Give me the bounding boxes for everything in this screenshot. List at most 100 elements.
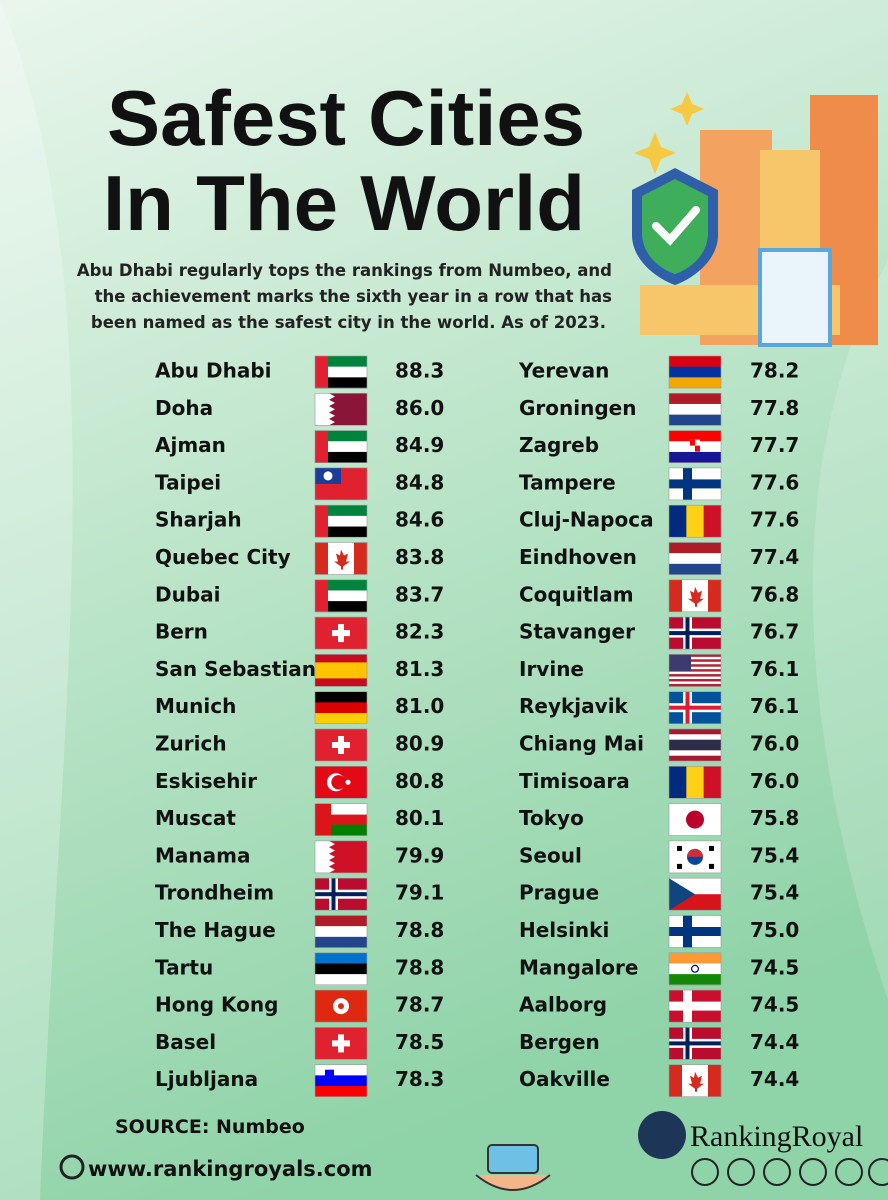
city-name: Timisoara	[519, 769, 630, 793]
flag-part	[669, 679, 721, 682]
flag-part	[682, 579, 696, 612]
social-icon[interactable]	[799, 1158, 827, 1186]
social-icon[interactable]	[691, 1158, 719, 1186]
globe-icon	[59, 1154, 85, 1180]
source: SOURCE: Numbeo	[115, 1116, 305, 1138]
ranking-row: Doha 86.0	[155, 392, 444, 426]
flag	[314, 542, 368, 575]
flag-part	[669, 563, 721, 575]
score: 80.1	[395, 806, 444, 830]
flag-part	[686, 810, 704, 829]
flag-part	[669, 1041, 721, 1046]
logo-hands	[475, 1174, 551, 1191]
score: 76.8	[750, 582, 799, 606]
flag-part	[315, 952, 367, 964]
flag	[314, 1064, 368, 1097]
flag-part	[315, 926, 367, 938]
city-name: Tokyo	[519, 806, 584, 830]
score: 81.3	[395, 657, 444, 681]
flag-border	[314, 915, 368, 948]
city-name: Quebec City	[155, 545, 291, 569]
ranking-row: Eskisehir 80.8	[155, 765, 444, 799]
flag-part	[690, 439, 695, 446]
social-icon[interactable]	[868, 1158, 888, 1186]
flag-border	[314, 840, 368, 874]
website[interactable]: www.rankingroyals.com	[88, 1157, 373, 1181]
sparkle	[670, 92, 704, 126]
score: 78.5	[395, 1030, 444, 1054]
flag-part	[315, 430, 367, 442]
flag-part	[334, 549, 350, 570]
city-name: Hong Kong	[155, 993, 278, 1017]
ranking-row: Abu Dhabi 88.3	[155, 355, 444, 389]
flag-border	[668, 467, 722, 501]
ranking-row: Groningen 77.8	[519, 392, 799, 426]
flag-border	[314, 654, 368, 687]
flag-border	[314, 1064, 368, 1097]
ranking-row: The Hague 78.8	[155, 915, 444, 948]
flag-part	[315, 963, 367, 975]
flag	[314, 504, 368, 538]
ranking-row: Reykjavik 76.1	[519, 691, 799, 725]
flag-part	[315, 1064, 367, 1076]
flag-part	[669, 654, 691, 672]
score: 84.9	[395, 433, 444, 457]
flag-border	[668, 616, 722, 650]
flag-border	[668, 989, 722, 1023]
flag-border	[314, 430, 368, 463]
flag-part	[695, 579, 709, 612]
score: 81.0	[395, 694, 444, 718]
social-icon[interactable]	[727, 1158, 755, 1186]
flag-part	[686, 505, 704, 538]
flag-part	[315, 377, 367, 389]
score: 77.6	[750, 470, 799, 494]
ranking-row: Trondheim 79.1	[155, 877, 444, 911]
city-name: Stavanger	[519, 620, 635, 644]
flag-border	[314, 952, 368, 986]
score: 78.8	[395, 918, 444, 942]
flag-part	[669, 631, 721, 636]
flag	[668, 392, 722, 426]
ranking-row: Zagreb 77.7	[519, 430, 799, 463]
city-name: Chiang Mai	[519, 732, 644, 756]
flag-part	[687, 848, 703, 857]
ranking-row: San Sebastian 81.3	[155, 654, 444, 687]
flag-part	[708, 579, 722, 612]
flag-part	[315, 1075, 367, 1087]
city-name: Eindhoven	[519, 545, 637, 569]
ranking-row: Oakville 74.4	[519, 1064, 799, 1097]
score: 77.8	[750, 396, 799, 420]
city-name: Zurich	[155, 732, 227, 756]
ranking-row: Dubai 83.7	[155, 579, 444, 613]
social-icon[interactable]	[835, 1158, 863, 1186]
city-name: Coquitlam	[519, 582, 634, 606]
score: 75.4	[750, 881, 799, 905]
title: In The World	[103, 159, 585, 247]
flag-part	[669, 671, 721, 675]
flag-part	[686, 766, 704, 799]
city-name: Trondheim	[155, 881, 274, 905]
flag-part	[682, 1064, 696, 1097]
flag-part	[669, 952, 721, 964]
city-name: Zagreb	[519, 433, 599, 457]
flag-part	[669, 505, 687, 538]
flag-part	[669, 927, 721, 936]
city-name: The Hague	[155, 918, 276, 942]
social-icon[interactable]	[763, 1158, 791, 1186]
city-name: Cluj-Napoca	[519, 508, 654, 532]
city-name: Ajman	[155, 433, 226, 457]
flag-part	[669, 451, 721, 463]
flag-border	[668, 877, 722, 911]
flag-border	[314, 877, 368, 911]
ranking-row: Aalborg 74.5	[519, 989, 799, 1023]
flag	[314, 728, 368, 762]
flag	[314, 915, 368, 948]
city-name: Tampere	[519, 470, 616, 494]
flag-border	[668, 392, 722, 426]
city-name: Basel	[155, 1030, 216, 1054]
flag-part	[325, 1069, 334, 1081]
flag-part	[315, 1086, 367, 1097]
flag	[668, 877, 722, 911]
flag-border	[314, 504, 368, 538]
flag-part	[677, 863, 682, 869]
